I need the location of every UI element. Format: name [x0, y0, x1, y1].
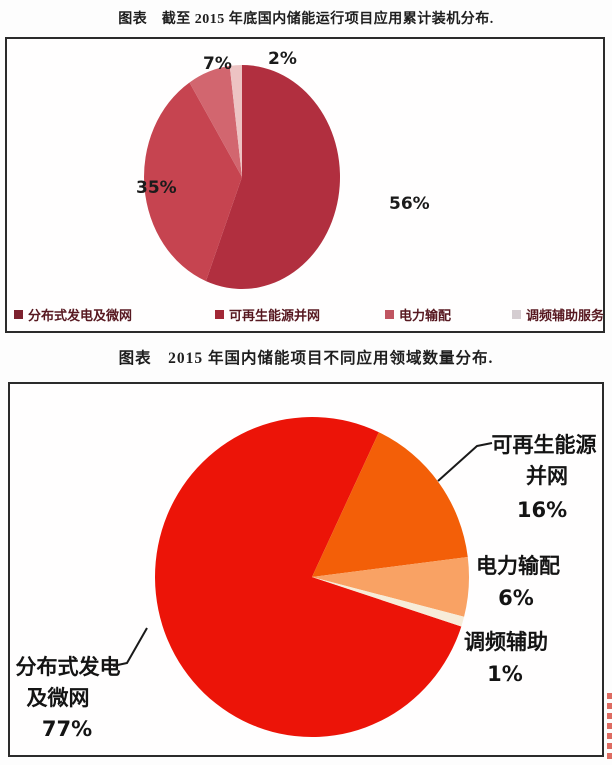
pie2-label-3-line-1: 1% [487, 662, 523, 686]
legend-label-2: 电力输配 [399, 308, 452, 323]
pie1-pct-label-2: 7% [203, 54, 232, 74]
legend-item-0: 分布式发电及微网 [14, 305, 132, 324]
pie1-slice-0 [205, 65, 341, 289]
edge-watermark [607, 693, 612, 761]
legend-item-2: 电力输配 [385, 305, 451, 324]
legend-swatch-0 [14, 310, 23, 319]
pie1-slice-2 [189, 65, 242, 177]
pie2-label-0-line-2: 77% [41, 717, 93, 741]
legend-label-1: 可再生能源并网 [229, 308, 321, 323]
pie2-label-1-line-1: 并网 [526, 464, 568, 488]
legend-swatch-1 [215, 310, 224, 319]
pie1-pct-label-0: 56% [389, 194, 430, 214]
chart1-title: 图表 截至 2015 年底国内储能运行项目应用累计装机分布. [118, 12, 494, 27]
pie2-label-2-line-0: 电力输配 [476, 554, 560, 578]
pie2-slice-0 [155, 417, 462, 738]
pie1-pct-label-3: 2% [268, 49, 297, 69]
pie2-slice-2 [312, 556, 469, 617]
legend-swatch-3 [512, 310, 521, 319]
pie2-label-0-line-0: 分布式发电 [15, 655, 121, 679]
pie-chart-top [144, 65, 341, 289]
pie1-pct-label-1: 35% [136, 178, 177, 198]
legend-item-1: 可再生能源并网 [215, 305, 320, 324]
legend-label-3: 调频辅助服务 [526, 308, 605, 323]
legend-swatch-2 [385, 310, 394, 319]
pie2-label-3-line-0: 调频辅助 [464, 630, 548, 654]
pie1-slice-1 [144, 82, 242, 282]
pie1-slice-3 [229, 65, 242, 177]
pie2-label-2-line-1: 6% [498, 586, 534, 610]
chart2-title: 图表 2015 年国内储能项目不同应用领域数量分布. [118, 350, 494, 367]
pie2-label-0-line-1: 及微网 [26, 686, 90, 710]
pie2-label-1-line-0: 可再生能源 [491, 433, 597, 457]
pie2-label-1-line-2: 16% [516, 498, 568, 522]
legend-label-0: 分布式发电及微网 [28, 308, 133, 323]
legend-item-3: 调频辅助服务 [512, 305, 604, 324]
pie-chart-bottom [155, 417, 469, 738]
pie2-slice-3 [312, 577, 465, 627]
pie2-slice-1 [312, 432, 468, 577]
